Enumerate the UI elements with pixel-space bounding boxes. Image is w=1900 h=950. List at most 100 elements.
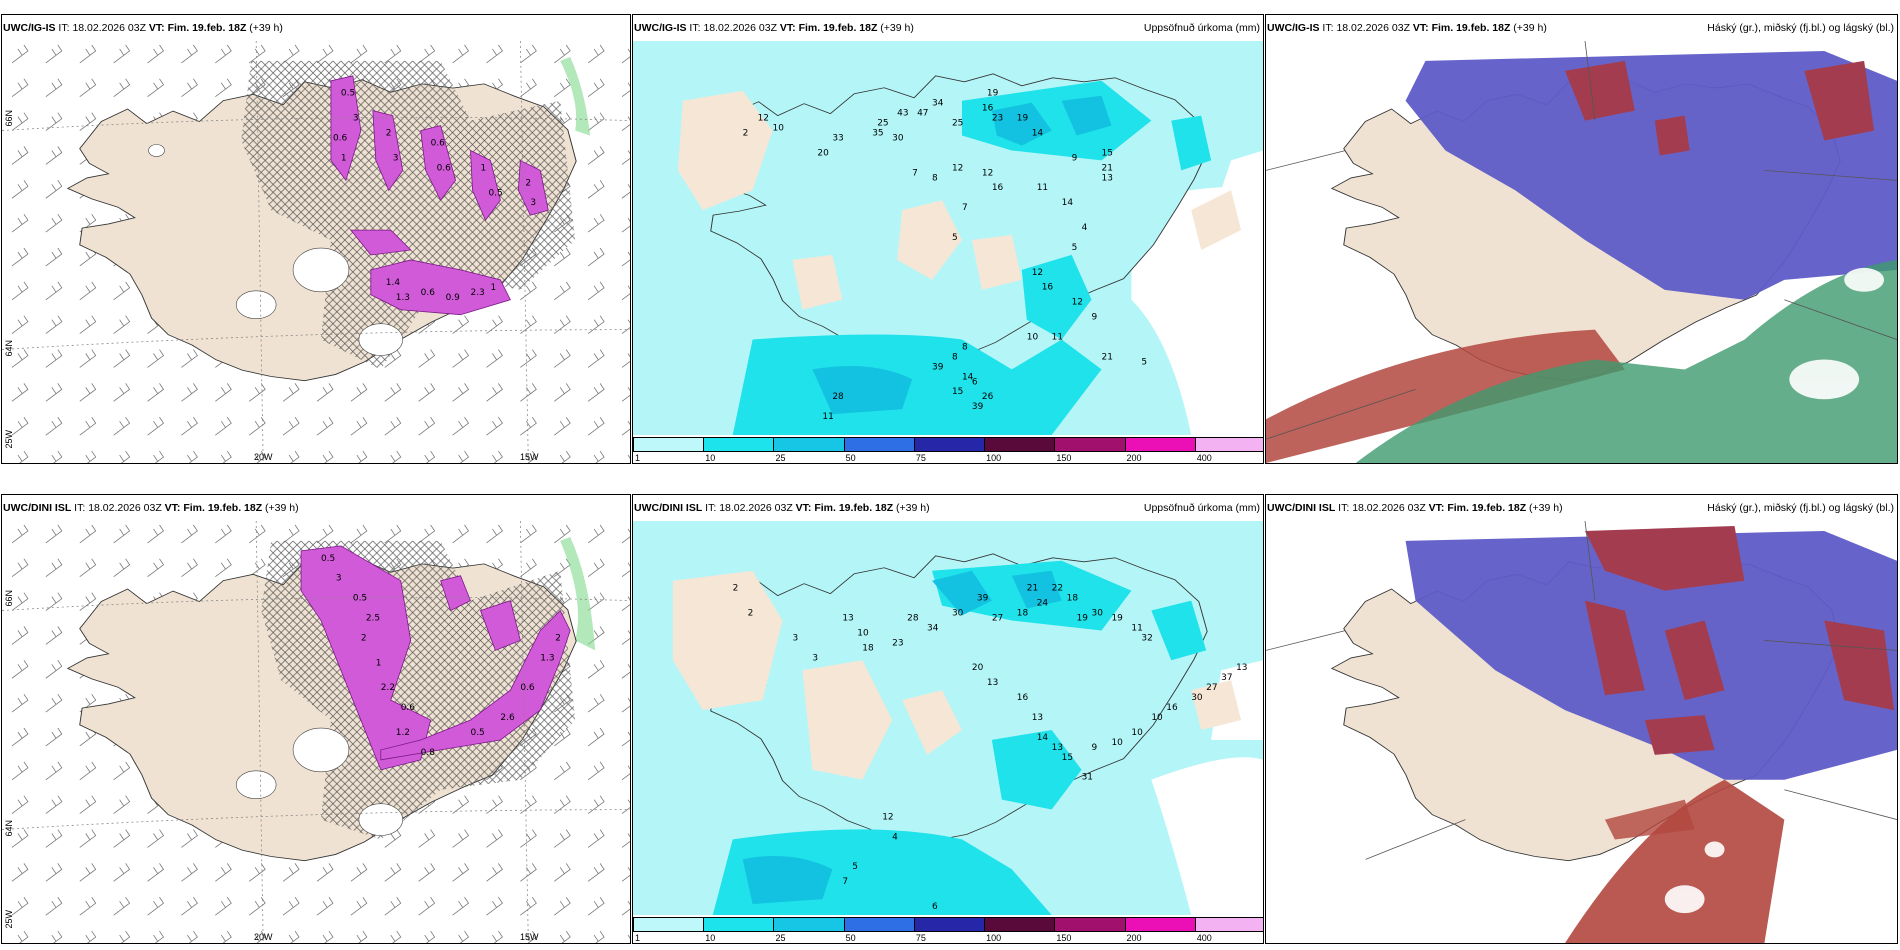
no-precip-area [1151, 757, 1263, 915]
wind-barb [452, 416, 470, 436]
map-value-label: 4 [892, 832, 898, 842]
wind-barb [113, 44, 131, 64]
wind-barb [187, 930, 198, 943]
wind-barb [486, 383, 503, 402]
colorbar: 1 10 25 50 75 100 150 200 400 [633, 915, 1263, 943]
vt-label: VT: [164, 502, 181, 514]
wind-barb [554, 795, 571, 814]
precip-mid-areas [742, 570, 1062, 905]
wind-barb [181, 558, 198, 578]
wind-barb [282, 896, 300, 916]
graticule [2, 521, 630, 943]
wind-barb [11, 727, 29, 747]
wind-barb [587, 281, 605, 301]
wind-barb [316, 383, 334, 402]
model-label: UWC/IG-IS [1267, 22, 1320, 34]
wind-barb [356, 930, 368, 943]
wind-barb [11, 592, 29, 611]
panel-precip-igis: UWC/IG-IS IT: 18.02.2026 03Z VT: Fim. 19… [632, 14, 1264, 464]
wind-barb [45, 660, 63, 679]
wind-barb [458, 450, 470, 463]
wind-barb [147, 896, 165, 916]
lead-time: (+39 h) [1513, 22, 1547, 34]
wind-barb [621, 387, 630, 402]
wind-barb [587, 727, 605, 747]
map-value-label: 1 [490, 283, 496, 293]
map-value-label: 0.6 [431, 139, 446, 149]
vt-value: Fim. 19.feb. 18Z [814, 502, 894, 514]
wind-barb [384, 829, 402, 848]
wind-barb [11, 626, 29, 645]
wind-barb [418, 44, 436, 64]
wind-barb [621, 562, 630, 578]
wind-barb [621, 251, 630, 267]
green-precip-area [560, 56, 591, 136]
colorbar-swatch [913, 437, 986, 452]
wind-barb [554, 829, 571, 848]
wind-barb [587, 383, 605, 402]
wind-barb [316, 863, 334, 882]
wind-barb [621, 82, 630, 98]
wind-barb [621, 319, 630, 334]
map-value-label: 19 [1017, 114, 1029, 124]
wind-barb [554, 383, 571, 402]
map-value-label: 18 [1067, 594, 1079, 604]
wind-barb [11, 349, 29, 368]
wind-barb [254, 450, 266, 463]
colorbar-tick-label: 25 [775, 933, 786, 943]
wind-barb [11, 829, 29, 848]
wind-barb [452, 524, 470, 544]
wind-barb [147, 829, 165, 848]
map-value-label: 28 [832, 392, 844, 402]
wind-barb [486, 829, 503, 848]
wind-barb [282, 416, 300, 436]
map-value-label: 16 [992, 183, 1004, 193]
panel-clouds-dini: UWC/DINI ISL IT: 18.02.2026 03Z VT: Fim.… [1265, 494, 1898, 944]
panel-title: Háský (gr.), miðský (fj.bl.) og lágský (… [1707, 22, 1894, 34]
lead-time: (+39 h) [249, 22, 283, 34]
wind-barb [452, 896, 470, 916]
wind-barb [113, 349, 131, 368]
wind-barb [11, 281, 29, 301]
map-value-label: 19 [1111, 614, 1123, 624]
wind-barb [11, 247, 29, 267]
wind-barb [486, 416, 503, 436]
map-value-label: 23 [992, 114, 1003, 124]
map-value-label: 1.2 [396, 728, 410, 738]
wind-barb [45, 213, 63, 233]
colorbar-swatch [1054, 917, 1126, 932]
panel-snow-wind-dini: UWC/DINI ISL IT: 18.02.2026 03Z VT: Fim.… [1, 494, 631, 944]
wind-barb [621, 596, 630, 611]
map-value-label: 23 [892, 638, 903, 648]
low-cloud-patches [1584, 525, 1895, 755]
wind-barb [384, 896, 402, 916]
wind-barb [587, 660, 605, 679]
map-value-label: 2 [555, 633, 561, 643]
wind-barb [452, 349, 470, 368]
map-value-label: 21 [1102, 352, 1113, 362]
low-cloud-area [1266, 329, 1625, 463]
colorbar-tick-label: 75 [915, 933, 926, 943]
map-value-label: 14 [1062, 198, 1074, 208]
panel-snow-wind-igis: UWC/IG-IS IT: 18.02.2026 03Z VT: Fim. 19… [1, 14, 631, 464]
map-value-label: 5 [952, 233, 958, 243]
wind-barb [11, 795, 29, 814]
map-value-label: 30 [1092, 609, 1104, 619]
map-value-label: 18 [862, 643, 874, 653]
colorbar-swatch [703, 437, 775, 452]
wind-barb [181, 896, 198, 916]
model-label: UWC/DINI ISL [3, 502, 72, 514]
wind-barb [79, 349, 97, 368]
axis-label-64n: 64N [4, 820, 14, 837]
wind-barb [79, 592, 97, 611]
wind-barb [350, 863, 368, 882]
wind-barb [621, 353, 630, 368]
wind-barb [621, 799, 630, 814]
wind-barb [520, 863, 537, 882]
map-value-label: 14 [962, 372, 974, 382]
map-value-label: 24 [1037, 599, 1049, 609]
wind-barb [79, 78, 97, 98]
map-value-label: 10 [1027, 332, 1039, 342]
wind-barb [215, 896, 232, 916]
map-value-label: 3 [812, 653, 818, 663]
